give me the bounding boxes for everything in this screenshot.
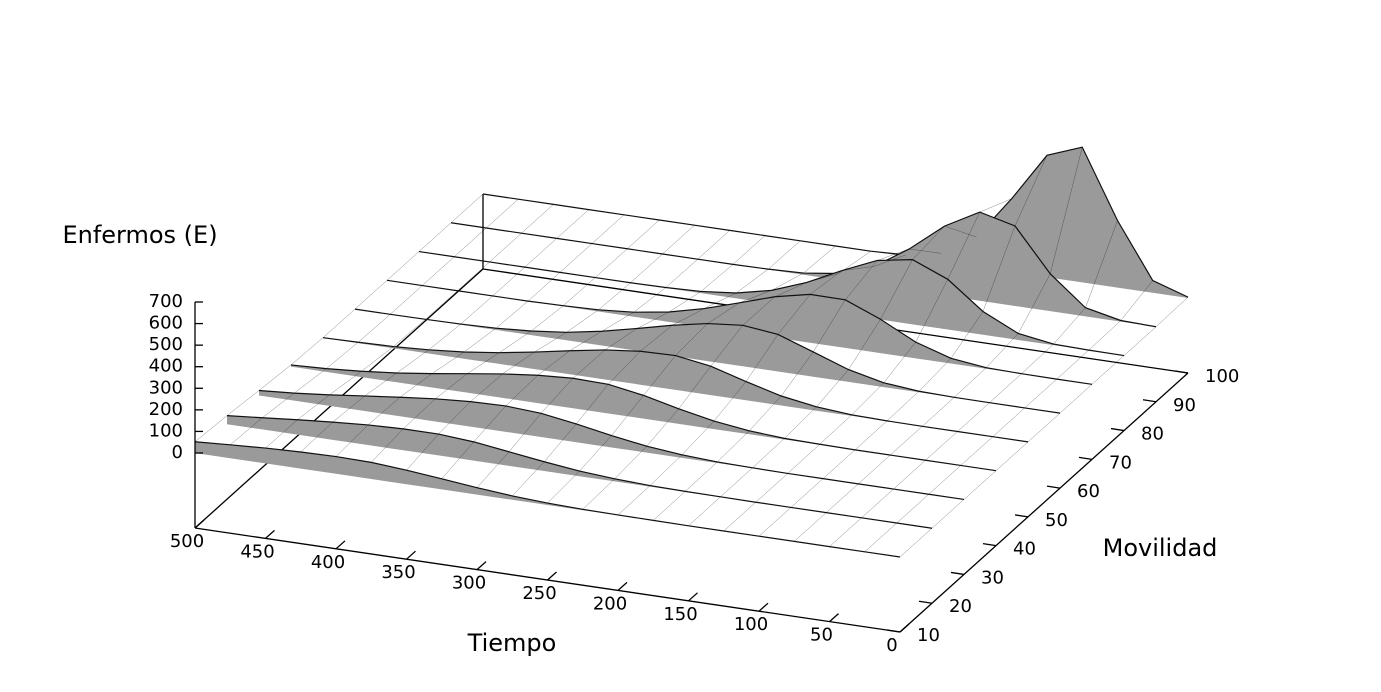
surface-column <box>547 245 836 504</box>
x-tick <box>547 571 557 581</box>
x-tick-label: 350 <box>381 562 415 583</box>
z-tick-label: 200 <box>149 399 183 420</box>
y-tick-label: 70 <box>1109 452 1132 473</box>
x-tick <box>265 529 275 539</box>
surface-column <box>194 193 484 442</box>
y-tick <box>1174 370 1189 374</box>
y-tick <box>1014 514 1029 518</box>
surface-column <box>899 296 1189 558</box>
y-tick <box>1142 399 1157 403</box>
surface-column <box>371 219 660 463</box>
z-tick-label: 700 <box>149 291 183 312</box>
surface-shade <box>195 441 900 557</box>
z-tick-label: 0 <box>172 442 183 463</box>
x-tick-label: 100 <box>734 614 768 635</box>
surface-column <box>723 198 1012 532</box>
surface-column <box>582 250 871 510</box>
surface-column <box>512 240 801 497</box>
floor-edge <box>899 372 1189 633</box>
y-tick <box>950 571 965 576</box>
y-tick <box>1110 427 1125 432</box>
y-tick-label: 50 <box>1045 510 1068 531</box>
y-tick <box>982 543 997 547</box>
x-tick-label: 150 <box>663 604 697 625</box>
surface-column <box>758 155 1048 537</box>
surface-shade <box>451 212 1156 327</box>
surface-column <box>265 204 554 449</box>
y-tick-label: 100 <box>1205 366 1239 387</box>
surface-column <box>688 225 977 526</box>
y-tick <box>1078 456 1093 460</box>
surface-column <box>300 209 589 453</box>
x-tick <box>335 540 346 550</box>
x-tick <box>688 592 698 602</box>
surface-column <box>476 235 766 488</box>
surface-column <box>230 199 519 446</box>
y-tick-label: 60 <box>1077 481 1100 502</box>
x-tick-label: 400 <box>311 552 345 573</box>
z-tick-label: 500 <box>149 334 183 355</box>
x-tick <box>406 550 416 560</box>
x-tick-label: 0 <box>886 635 897 656</box>
z-tick-label: 300 <box>149 377 183 398</box>
surface-column <box>794 147 1083 542</box>
y-tick-label: 40 <box>1013 539 1036 560</box>
surface-shade <box>323 337 1028 442</box>
x-tick <box>829 613 839 623</box>
surface-column <box>406 225 695 471</box>
z-tick-label: 100 <box>149 420 183 441</box>
axes: 0100200300400500600700050100150200250300… <box>149 291 1240 656</box>
surface-column <box>441 230 730 479</box>
x-tick <box>758 602 769 612</box>
x-tick-label: 450 <box>240 541 274 562</box>
x-tick-label: 200 <box>593 593 627 614</box>
x-tick-label: 300 <box>452 573 486 594</box>
surface-column <box>864 280 1153 552</box>
x-tick-label: 250 <box>522 583 556 604</box>
x-tick <box>476 561 487 571</box>
z-tick-label: 600 <box>149 313 183 334</box>
surface-shade <box>355 309 1060 414</box>
y-tick-label: 10 <box>917 625 940 646</box>
y-tick-label: 80 <box>1141 424 1164 445</box>
z-tick-label: 400 <box>149 356 183 377</box>
surface-shade <box>259 390 964 500</box>
y-tick-label: 30 <box>981 567 1004 588</box>
surface <box>194 146 1189 558</box>
x-axis-title: Tiempo <box>467 629 557 657</box>
z-axis-title: Enfermos (E) <box>62 221 217 249</box>
x-tick <box>899 623 910 633</box>
y-tick <box>918 600 933 604</box>
surface-column <box>653 248 942 521</box>
surface-column <box>617 254 907 516</box>
y-tick-label: 20 <box>949 596 972 617</box>
y-tick <box>1046 485 1061 489</box>
x-tick-label: 50 <box>810 625 833 646</box>
surface-column <box>335 214 625 457</box>
x-tick-label: 500 <box>170 531 204 552</box>
y-axis-title: Movilidad <box>1103 534 1218 562</box>
surface-shade <box>227 415 932 529</box>
x-tick <box>617 581 628 591</box>
y-tick-label: 90 <box>1173 395 1196 416</box>
surface-column <box>829 220 1118 547</box>
y-tick <box>886 629 901 633</box>
x-tick <box>194 519 205 529</box>
